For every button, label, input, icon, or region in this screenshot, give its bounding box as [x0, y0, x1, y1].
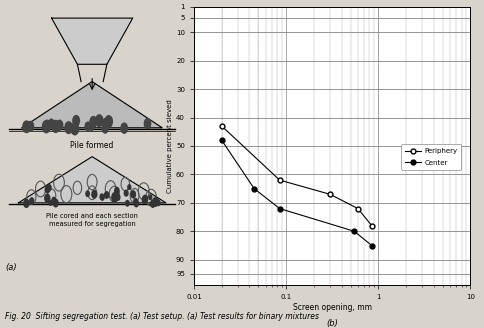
Circle shape: [45, 194, 50, 202]
Circle shape: [23, 121, 30, 133]
Circle shape: [90, 116, 97, 127]
Circle shape: [43, 121, 50, 133]
Text: Pile formed: Pile formed: [70, 141, 114, 150]
Circle shape: [105, 116, 112, 127]
Circle shape: [52, 120, 60, 133]
Line: Center: Center: [219, 138, 374, 248]
Periphery: [368, 224, 374, 228]
Circle shape: [134, 200, 138, 207]
Circle shape: [28, 121, 33, 131]
Circle shape: [149, 195, 151, 199]
Circle shape: [95, 115, 103, 126]
Circle shape: [90, 123, 94, 130]
Polygon shape: [51, 18, 133, 64]
Circle shape: [53, 199, 58, 207]
Legend: Periphery, Center: Periphery, Center: [400, 144, 460, 170]
Circle shape: [134, 198, 137, 204]
Circle shape: [142, 196, 146, 203]
Circle shape: [52, 197, 56, 203]
Circle shape: [125, 200, 129, 206]
Circle shape: [151, 200, 155, 207]
Circle shape: [142, 195, 147, 203]
Periphery: [327, 192, 333, 196]
Text: (a): (a): [5, 263, 17, 272]
Circle shape: [128, 185, 131, 190]
Circle shape: [101, 195, 104, 200]
X-axis label: Screen opening, mm: Screen opening, mm: [292, 303, 371, 312]
Circle shape: [90, 117, 96, 126]
Text: (b): (b): [326, 319, 337, 328]
Circle shape: [49, 200, 52, 205]
Polygon shape: [22, 82, 162, 128]
Circle shape: [56, 120, 62, 130]
Circle shape: [124, 190, 128, 196]
Circle shape: [45, 120, 49, 127]
Center: [368, 244, 374, 248]
Circle shape: [45, 186, 49, 193]
Circle shape: [112, 194, 117, 202]
Circle shape: [152, 199, 157, 206]
Circle shape: [115, 187, 119, 194]
Circle shape: [103, 118, 109, 129]
Circle shape: [112, 193, 116, 199]
Periphery: [218, 124, 224, 128]
Circle shape: [105, 192, 108, 198]
Polygon shape: [18, 157, 166, 203]
Circle shape: [65, 122, 72, 133]
Circle shape: [100, 194, 104, 200]
Circle shape: [102, 124, 108, 133]
Circle shape: [152, 198, 158, 206]
Circle shape: [86, 191, 89, 196]
Circle shape: [156, 200, 160, 206]
Circle shape: [71, 123, 78, 135]
Center: [351, 229, 357, 233]
Center: [251, 187, 257, 191]
Circle shape: [85, 122, 91, 131]
Center: [276, 207, 282, 211]
Circle shape: [30, 198, 33, 204]
Periphery: [354, 207, 360, 211]
Circle shape: [24, 199, 29, 207]
Center: [218, 138, 224, 142]
Circle shape: [43, 121, 48, 130]
Circle shape: [121, 123, 127, 133]
Line: Periphery: Periphery: [219, 124, 374, 228]
Circle shape: [116, 194, 120, 200]
Circle shape: [131, 191, 135, 198]
Circle shape: [91, 190, 97, 198]
Periphery: [276, 178, 282, 182]
Text: Pile cored and each section
measured for segregation: Pile cored and each section measured for…: [46, 213, 138, 227]
Y-axis label: Cumulative percent sieved: Cumulative percent sieved: [167, 99, 173, 193]
Circle shape: [106, 116, 111, 125]
Circle shape: [144, 119, 151, 129]
Circle shape: [47, 185, 51, 191]
Circle shape: [49, 119, 54, 127]
Circle shape: [73, 115, 79, 126]
Text: Fig. 20  Sifting segregation test. (a) Test setup. (a) Test results for binary m: Fig. 20 Sifting segregation test. (a) Te…: [5, 313, 318, 321]
